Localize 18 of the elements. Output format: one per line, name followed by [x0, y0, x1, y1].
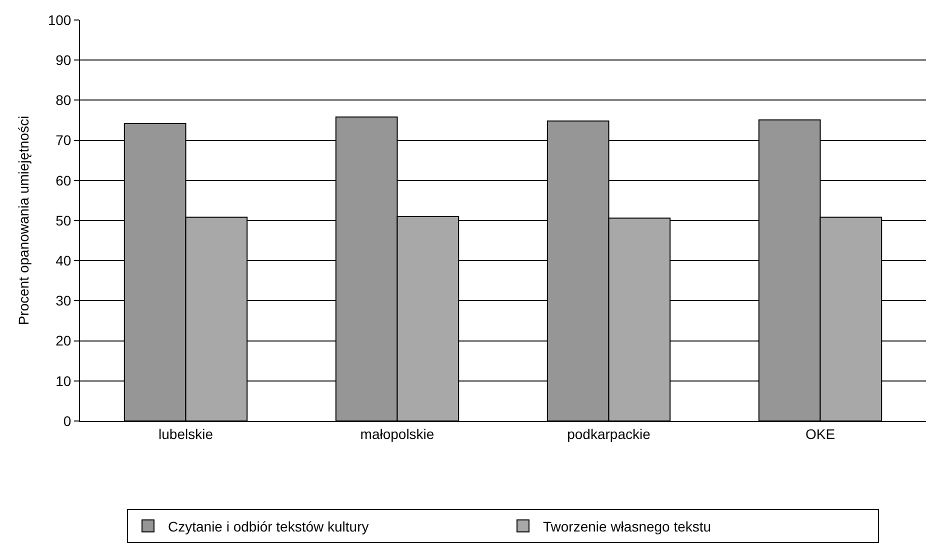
y-tick-label: 30: [56, 292, 72, 309]
x-tick-label: podkarpackie: [567, 426, 651, 442]
y-tick-label: 10: [56, 372, 72, 389]
y-tick-label: 100: [48, 12, 72, 28]
y-tick-label: 50: [56, 212, 72, 228]
y-tick-label: 0: [63, 412, 72, 429]
y-tick-label: 80: [56, 92, 72, 108]
y-tick-label: 90: [56, 52, 72, 68]
y-tick-label: 70: [56, 132, 72, 148]
y-axis-title: Procent opanowania umiejętności: [15, 116, 32, 326]
y-tick-label: 60: [56, 172, 72, 188]
legend-label: Czytanie i odbiór tekstów kultury: [168, 518, 369, 534]
x-tick-label: lubelskie: [158, 426, 214, 442]
legend-label: Tworzenie własnego tekstu: [543, 518, 712, 534]
x-tick-label: OKE: [805, 426, 836, 442]
x-tick-label: małopolskie: [360, 426, 434, 442]
y-tick-label: 40: [56, 252, 72, 268]
y-tick-label: 20: [56, 332, 72, 349]
